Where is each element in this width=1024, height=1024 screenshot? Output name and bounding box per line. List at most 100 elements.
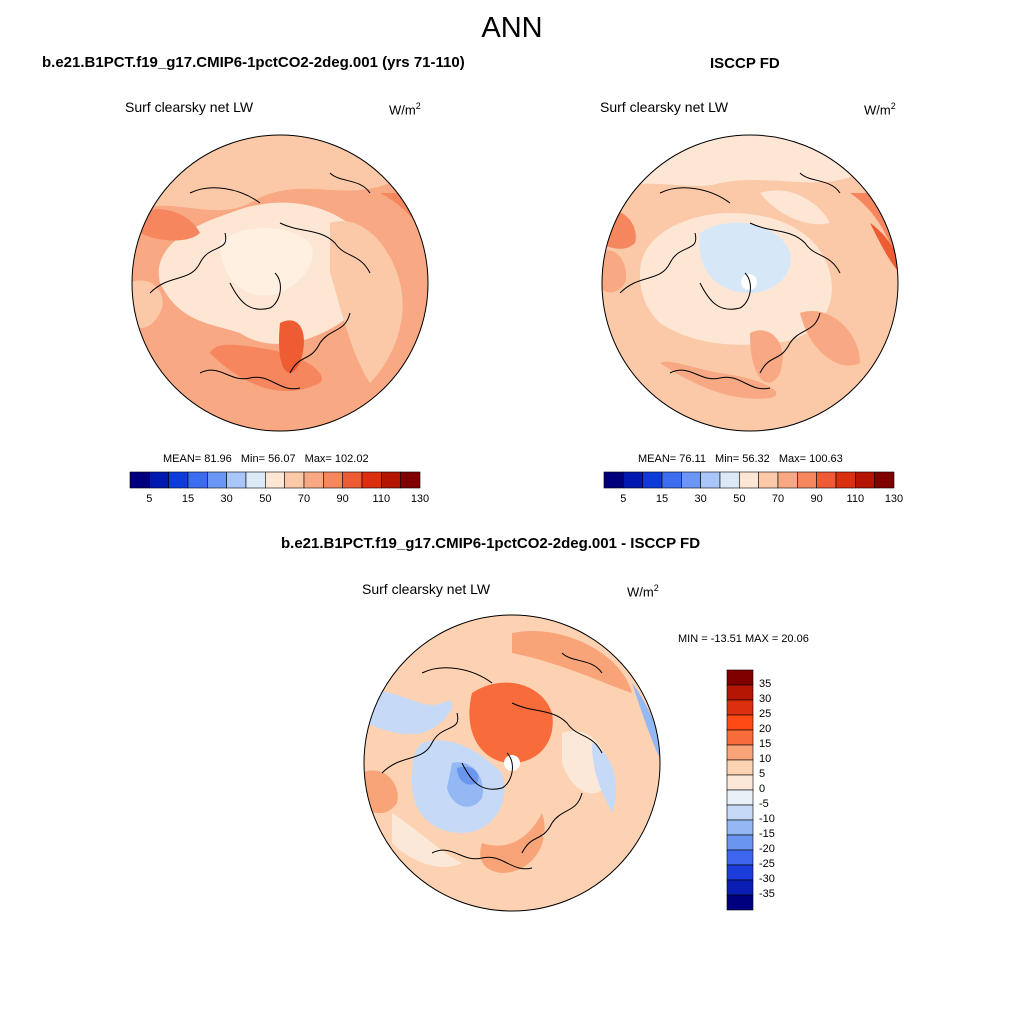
colorbar-tick-label: 25	[759, 708, 772, 720]
panel1-units: W/m2	[389, 101, 421, 118]
colorbar-tick-label: 110	[372, 493, 391, 505]
colorbar-swatch	[726, 804, 754, 821]
colorbar-swatch	[726, 774, 754, 791]
colorbar-tick-label: 20	[759, 723, 772, 735]
colorbar-swatch	[816, 471, 837, 489]
colorbar-tick-label: 50	[259, 493, 272, 505]
colorbar-swatch	[739, 471, 759, 489]
colorbar-tick-label: 15	[181, 493, 195, 505]
colorbar-tick-label: 0	[759, 783, 766, 795]
panel3-units: W/m2	[627, 583, 659, 600]
figure-title: ANN	[481, 12, 543, 44]
panel2-units: W/m2	[864, 101, 896, 118]
colorbar-swatch	[361, 471, 382, 489]
colorbar-tick-label: 5	[759, 768, 766, 780]
colorbar-swatch	[149, 471, 169, 489]
colorbar-swatch	[642, 471, 663, 489]
panel1-title: b.e21.B1PCT.f19_g17.CMIP6-1pctCO2-2deg.0…	[42, 54, 465, 71]
colorbar-swatch	[284, 471, 305, 489]
panel1-colorbar	[129, 471, 421, 489]
colorbar-swatch	[726, 729, 754, 746]
colorbar-swatch	[700, 471, 721, 489]
colorbar-swatch	[226, 471, 247, 489]
panel2-stats: MEAN= 76.11 Min= 56.32 Max= 100.63	[638, 453, 849, 465]
colorbar-swatch	[303, 471, 324, 489]
colorbar-swatch	[855, 471, 875, 489]
colorbar-swatch	[726, 894, 754, 911]
panel3-colorbar	[726, 669, 754, 911]
panel2-variable-label: Surf clearsky net LW	[600, 99, 729, 115]
colorbar-tick-label: 90	[336, 493, 349, 505]
panel3-range: MIN = -13.51 MAX = 20.06	[678, 633, 809, 645]
colorbar-tick-label: 130	[884, 493, 904, 505]
colorbar-swatch	[726, 759, 754, 776]
colorbar-swatch	[835, 471, 856, 489]
panel1-min: Min= 56.07	[240, 453, 296, 465]
colorbar-swatch	[874, 471, 895, 489]
colorbar-tick-label: -25	[759, 858, 775, 870]
colorbar-tick-label: 30	[759, 693, 772, 705]
colorbar-tick-label: -30	[759, 873, 775, 885]
colorbar-tick-label: -10	[759, 813, 775, 825]
colorbar-swatch	[623, 471, 643, 489]
colorbar-tick-label: 10	[759, 753, 772, 765]
colorbar-tick-label: 70	[771, 493, 785, 505]
colorbar-tick-label: 70	[297, 493, 311, 505]
colorbar-swatch	[777, 471, 798, 489]
colorbar-tick-label: 30	[220, 493, 233, 505]
colorbar-swatch	[726, 864, 754, 881]
panel1-map	[131, 134, 429, 432]
colorbar-swatch	[797, 471, 817, 489]
colorbar-tick-label: -20	[759, 843, 775, 855]
colorbar-swatch	[726, 714, 754, 731]
colorbar-tick-label: 5	[620, 493, 627, 505]
colorbar-swatch	[726, 879, 754, 896]
colorbar-swatch	[245, 471, 266, 489]
colorbar-swatch	[726, 819, 754, 836]
panel3-variable-label: Surf clearsky net LW	[362, 581, 491, 597]
panel2-max: Max= 100.63	[778, 453, 843, 465]
panel2-title: ISCCP FD	[710, 55, 780, 72]
colorbar-tick-label: -5	[759, 798, 769, 810]
colorbar-swatch	[207, 471, 227, 489]
colorbar-tick-label: 15	[655, 493, 669, 505]
panel3-title: b.e21.B1PCT.f19_g17.CMIP6-1pctCO2-2deg.0…	[281, 535, 701, 552]
colorbar-swatch	[381, 471, 401, 489]
colorbar-tick-label: 110	[846, 493, 865, 505]
colorbar-tick-label: 50	[733, 493, 746, 505]
colorbar-swatch	[726, 744, 754, 761]
panel2-colorbar-ticks: 5 15 30 50 70 90 110 130	[604, 493, 903, 507]
panel2-mean: MEAN= 76.11	[638, 453, 706, 465]
colorbar-swatch	[661, 471, 682, 489]
panel2-colorbar	[603, 471, 895, 489]
colorbar-tick-label: 130	[410, 493, 430, 505]
panel2-map	[601, 134, 899, 432]
colorbar-swatch	[726, 834, 754, 851]
panel3-colorbar-ticks: 35 30 25 20 15 10 5 0 -5 -10 -15 -20 -25 -30 -35	[759, 670, 799, 910]
colorbar-swatch	[719, 471, 740, 489]
colorbar-swatch	[129, 471, 150, 489]
colorbar-swatch	[265, 471, 285, 489]
panel1-colorbar-ticks: 5 15 30 50 70 90 110 130	[130, 493, 429, 507]
colorbar-swatch	[342, 471, 363, 489]
colorbar-swatch	[168, 471, 189, 489]
colorbar-tick-label: -35	[759, 888, 775, 900]
colorbar-tick-label: 90	[810, 493, 823, 505]
panel1-max: Max= 102.02	[304, 453, 369, 465]
colorbar-tick-label: 35	[759, 678, 772, 690]
colorbar-tick-label: 30	[694, 493, 707, 505]
colorbar-swatch	[726, 699, 754, 716]
colorbar-swatch	[726, 669, 754, 686]
colorbar-swatch	[758, 471, 779, 489]
panel1-variable-label: Surf clearsky net LW	[125, 99, 254, 115]
colorbar-swatch	[726, 789, 754, 806]
panel1-stats: MEAN= 81.96 Min= 56.07 Max= 102.02	[163, 453, 375, 465]
colorbar-swatch	[681, 471, 701, 489]
panel3-map	[363, 614, 661, 912]
panel2-min: Min= 56.32	[715, 453, 770, 465]
colorbar-swatch	[323, 471, 343, 489]
colorbar-tick-label: 5	[146, 493, 153, 505]
colorbar-tick-label: -15	[759, 828, 775, 840]
colorbar-swatch	[400, 471, 421, 489]
colorbar-swatch	[726, 849, 754, 866]
